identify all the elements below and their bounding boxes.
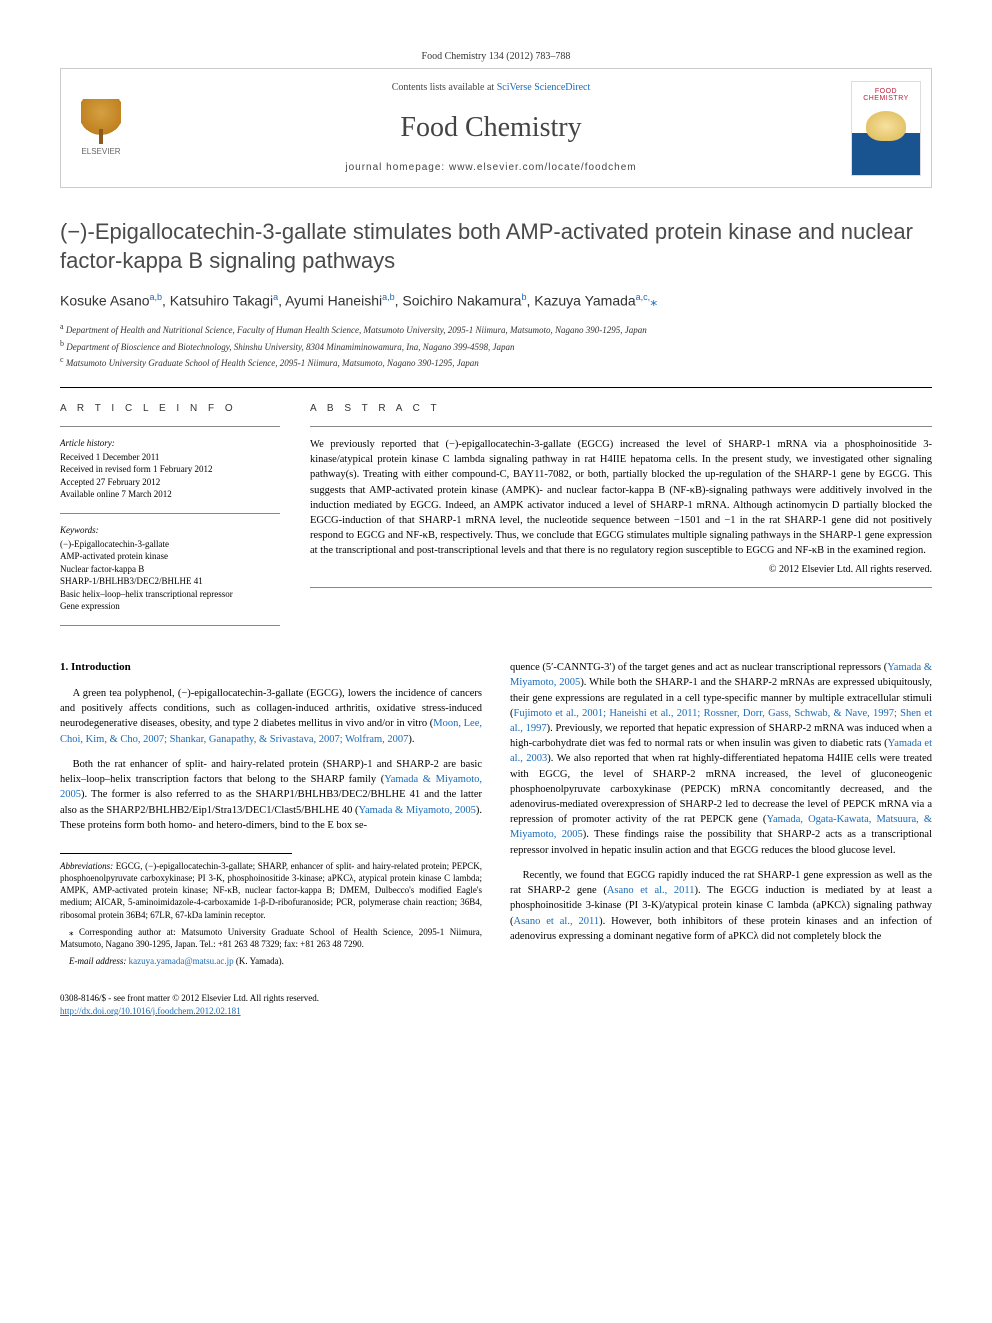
section-divider	[60, 387, 932, 388]
keyword-item: Basic helix–loop–helix transcriptional r…	[60, 588, 280, 601]
elsevier-label: ELSEVIER	[81, 146, 120, 157]
corresponding-author-footnote: ⁎ Corresponding author at: Matsumoto Uni…	[60, 926, 482, 950]
history-label: Article history:	[60, 437, 280, 450]
issn-copyright-line: 0308-8146/$ - see front matter © 2012 El…	[60, 992, 932, 1005]
keywords-block: Keywords: (−)-Epigallocatechin-3-gallate…	[60, 524, 280, 613]
publisher-logo-area: ELSEVIER	[61, 69, 141, 187]
history-item: Available online 7 March 2012	[60, 488, 280, 501]
journal-cover-thumbnail: FOOD CHEMISTRY	[851, 81, 921, 176]
footnote-divider	[60, 853, 292, 854]
contents-prefix: Contents lists available at	[392, 82, 497, 93]
history-item: Received 1 December 2011	[60, 451, 280, 464]
history-list: Received 1 December 2011Received in revi…	[60, 451, 280, 501]
email-footnote: E-mail address: kazuya.yamada@matsu.ac.j…	[60, 955, 482, 967]
keyword-item: Gene expression	[60, 600, 280, 613]
info-divider	[60, 513, 280, 514]
body-paragraph: Recently, we found that EGCG rapidly ind…	[510, 868, 932, 944]
journal-homepage: journal homepage: www.elsevier.com/locat…	[141, 161, 841, 175]
abstract-text: We previously reported that (−)-epigallo…	[310, 437, 932, 559]
cover-title: FOOD CHEMISTRY	[863, 82, 909, 103]
email-label: E-mail address:	[69, 956, 126, 966]
body-paragraph: A green tea polyphenol, (−)-epigallocate…	[60, 686, 482, 747]
body-paragraph: quence (5′-CANNTG-3′) of the target gene…	[510, 660, 932, 858]
abstract-column: A B S T R A C T We previously reported t…	[310, 402, 932, 636]
corr-label: ⁎ Corresponding author at:	[69, 927, 176, 937]
body-two-column: 1. Introduction A green tea polyphenol, …	[60, 660, 932, 972]
email-link[interactable]: kazuya.yamada@matsu.ac.jp	[126, 956, 233, 966]
doi-link[interactable]: http://dx.doi.org/10.1016/j.foodchem.201…	[60, 1006, 241, 1016]
abstract-copyright: © 2012 Elsevier Ltd. All rights reserved…	[310, 563, 932, 577]
article-info-column: A R T I C L E I N F O Article history: R…	[60, 402, 280, 636]
citation-link[interactable]: Yamada & Miyamoto, 2005	[358, 805, 475, 816]
article-info-heading: A R T I C L E I N F O	[60, 402, 280, 416]
history-item: Accepted 27 February 2012	[60, 476, 280, 489]
section-heading-intro: 1. Introduction	[60, 660, 482, 676]
keywords-label: Keywords:	[60, 524, 280, 537]
footnotes-block: Abbreviations: EGCG, (−)-epigallocatechi…	[60, 860, 482, 967]
elsevier-tree-icon	[81, 99, 121, 144]
elsevier-logo: ELSEVIER	[71, 93, 131, 163]
masthead-center: Contents lists available at SciVerse Sci…	[141, 69, 841, 187]
journal-cover-area: FOOD CHEMISTRY	[841, 69, 931, 187]
affiliation-line: b Department of Bioscience and Biotechno…	[60, 338, 932, 355]
cover-image-icon	[866, 111, 906, 141]
article-history-block: Article history: Received 1 December 201…	[60, 437, 280, 501]
citation-link[interactable]: Asano et al., 2011	[514, 916, 600, 927]
info-divider	[60, 426, 280, 427]
authors-line: Kosuke Asanoa,b, Katsuhiro Takagia, Ayum…	[60, 291, 932, 311]
keyword-item: (−)-Epigallocatechin-3-gallate	[60, 538, 280, 551]
abbreviations-footnote: Abbreviations: EGCG, (−)-epigallocatechi…	[60, 860, 482, 921]
keyword-item: AMP-activated protein kinase	[60, 550, 280, 563]
affiliations: a Department of Health and Nutritional S…	[60, 321, 932, 371]
abbrev-label: Abbreviations:	[60, 861, 113, 871]
body-paragraph: Both the rat enhancer of split- and hair…	[60, 757, 482, 833]
journal-name: Food Chemistry	[141, 108, 841, 147]
info-divider	[60, 625, 280, 626]
contents-available-line: Contents lists available at SciVerse Sci…	[141, 81, 841, 95]
article-title: (−)-Epigallocatechin-3-gallate stimulate…	[60, 218, 932, 275]
citation-header: Food Chemistry 134 (2012) 783–788	[60, 50, 932, 64]
citation-link[interactable]: Asano et al., 2011	[607, 885, 695, 896]
abstract-divider-bottom	[310, 587, 932, 588]
paper-page: Food Chemistry 134 (2012) 783–788 ELSEVI…	[0, 0, 992, 1067]
body-left-column: 1. Introduction A green tea polyphenol, …	[60, 660, 482, 972]
journal-masthead: ELSEVIER Contents lists available at Sci…	[60, 68, 932, 188]
doi-block: 0308-8146/$ - see front matter © 2012 El…	[60, 992, 932, 1017]
keywords-list: (−)-Epigallocatechin-3-gallateAMP-activa…	[60, 538, 280, 614]
history-item: Received in revised form 1 February 2012	[60, 463, 280, 476]
abstract-heading: A B S T R A C T	[310, 402, 932, 416]
keyword-item: Nuclear factor-kappa B	[60, 563, 280, 576]
sciencedirect-link[interactable]: SciVerse ScienceDirect	[497, 82, 591, 93]
info-abstract-row: A R T I C L E I N F O Article history: R…	[60, 402, 932, 636]
body-right-column: quence (5′-CANNTG-3′) of the target gene…	[510, 660, 932, 972]
abstract-divider	[310, 426, 932, 427]
affiliation-line: a Department of Health and Nutritional S…	[60, 321, 932, 338]
keyword-item: SHARP-1/BHLHB3/DEC2/BHLHE 41	[60, 575, 280, 588]
affiliation-line: c Matsumoto University Graduate School o…	[60, 354, 932, 371]
